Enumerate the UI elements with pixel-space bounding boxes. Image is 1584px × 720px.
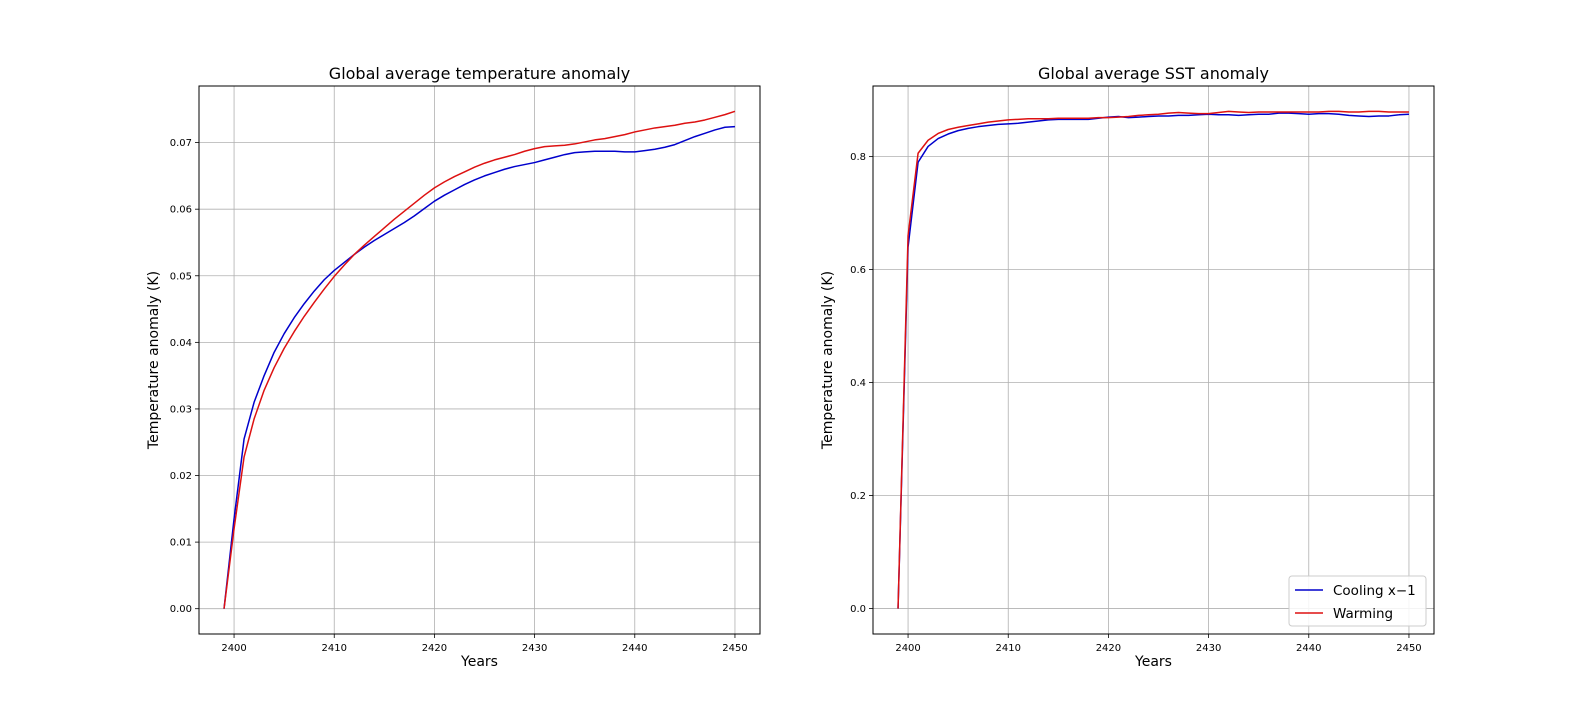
y-ticks: 0.00 0.01 0.02 0.03 0.04 0.05 0.06 0.07 xyxy=(170,138,199,615)
x-tick-label: 2440 xyxy=(622,643,647,654)
grid xyxy=(199,86,760,634)
x-tick-label: 2420 xyxy=(1096,643,1121,654)
sst-anomaly-subplot: 2400 2410 2420 2430 2440 2450 0.0 0.2 0.4 0.6 0.8… xyxy=(820,64,1435,670)
y-tick-label: 0.03 xyxy=(170,404,192,415)
plot-frame xyxy=(198,85,761,635)
x-ticks: 2400 2410 2420 2430 2440 2450 xyxy=(895,634,1422,654)
x-tick-label: 2400 xyxy=(895,643,920,654)
chart-title: Global average SST anomaly xyxy=(1038,64,1269,83)
x-ticks: 2400 2410 2420 2430 2440 2450 xyxy=(221,634,748,654)
series-line-cooling xyxy=(223,125,736,609)
y-axis-label: Temperature anomaly (K) xyxy=(146,271,162,450)
legend-box xyxy=(1288,575,1427,627)
series-line-cooling xyxy=(897,112,1410,609)
y-axis-label: Temperature anomaly (K) xyxy=(820,271,836,450)
y-tick-label: 0.04 xyxy=(170,338,192,349)
y-tick-label: 0.0 xyxy=(850,604,866,615)
legend-label-warming: Warming xyxy=(1333,606,1393,622)
temperature-anomaly-subplot: 2400 2410 2420 2430 2440 2450 0.000.010.020.0… xyxy=(146,64,761,670)
series-layer xyxy=(223,110,736,609)
y-tick-label: 0.2 xyxy=(850,491,866,502)
y-tick-label: 0.07 xyxy=(170,138,192,149)
chart-title: Global average temperature anomaly xyxy=(329,64,630,83)
x-tick-label: 2450 xyxy=(1396,643,1421,654)
x-tick-label: 2410 xyxy=(322,643,347,654)
y-tick-label: 0.06 xyxy=(170,205,192,216)
y-tick-label: 0.00 xyxy=(170,604,192,615)
series-line-warming xyxy=(897,110,1409,609)
series-line-warming xyxy=(223,110,736,609)
plot-frame xyxy=(872,85,1435,635)
x-axis-label: Years xyxy=(460,654,498,670)
y-tick-label: 0.05 xyxy=(170,271,192,282)
x-tick-label: 2440 xyxy=(1296,643,1321,654)
x-tick-label: 2430 xyxy=(1196,643,1221,654)
y-tick-label: 0.4 xyxy=(850,378,866,389)
legend: Cooling x−1 Warming xyxy=(1288,575,1427,627)
x-axis-label: Years xyxy=(1134,654,1172,670)
y-tick-label: 0.8 xyxy=(850,152,866,163)
x-tick-label: 2430 xyxy=(522,643,547,654)
legend-label-cooling: Cooling x−1 xyxy=(1333,583,1416,599)
x-tick-label: 2410 xyxy=(996,643,1021,654)
grid xyxy=(873,86,1434,634)
y-tick-label: 0.6 xyxy=(850,265,866,276)
x-tick-label: 2400 xyxy=(221,643,246,654)
x-tick-label: 2450 xyxy=(722,643,747,654)
y-tick-label: 0.01 xyxy=(170,538,192,549)
y-tick-label: 0.02 xyxy=(170,471,192,482)
y-ticks: 0.0 0.2 0.4 0.6 0.8 xyxy=(850,152,873,615)
series-layer xyxy=(897,110,1410,609)
x-tick-label: 2420 xyxy=(422,643,447,654)
